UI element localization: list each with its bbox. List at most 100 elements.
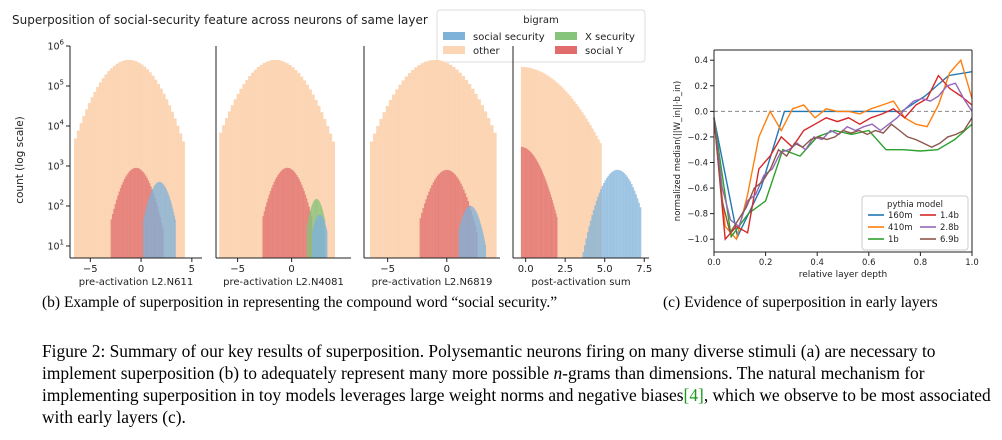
bar-other [222, 125, 226, 258]
series-line-6.9b [713, 117, 973, 235]
bar-social-security [313, 225, 315, 258]
bar-social-security [162, 183, 164, 258]
bar-social-security [597, 196, 599, 258]
bar-social-security [619, 170, 621, 258]
bar-other [320, 112, 324, 258]
bar-other [93, 91, 97, 258]
bar-social-security [165, 189, 167, 258]
bar-social-security [466, 208, 467, 258]
x-tick-label: −5 [230, 264, 245, 275]
bar-other [587, 121, 590, 258]
bar-social-security [319, 214, 321, 258]
bar-other [118, 62, 122, 258]
bar-X-security [311, 204, 313, 258]
y-tick-label: −0.2 [687, 133, 708, 143]
bar-social-security [316, 217, 318, 258]
bar-other [376, 126, 380, 258]
legend-label: 160m [888, 211, 913, 221]
bar-other [148, 72, 152, 258]
bar-social-security [320, 215, 322, 258]
bar-other [300, 76, 304, 258]
bar-social-security [598, 192, 601, 258]
y-tick-label: 0.4 [694, 56, 708, 66]
bar-other [430, 60, 434, 258]
bar-other [227, 111, 231, 258]
bar-social-security [463, 213, 465, 258]
bar-social-security [146, 205, 148, 258]
bar-other [461, 76, 466, 258]
bar-other [326, 126, 330, 258]
figure-caption: Figure 2: Summary of our key results of … [42, 340, 997, 428]
bar-other [559, 85, 562, 258]
bar-social-Y [549, 191, 551, 258]
bar-social-Y [524, 147, 526, 258]
bar-social-security [626, 176, 629, 258]
bar-social-security [470, 206, 472, 258]
bar-social-security [617, 169, 620, 258]
bar-social-security [591, 215, 594, 258]
x-tick-label: 0.4 [810, 258, 824, 268]
legend-title: pythia model [887, 200, 943, 210]
bar-social-Y [295, 174, 298, 258]
bar-other [233, 99, 237, 258]
caption-math-n: n [553, 363, 563, 383]
bar-social-Y [530, 152, 533, 258]
bar-social-security [326, 229, 328, 258]
bar-social-security [636, 198, 639, 258]
bar-social-Y [266, 202, 268, 258]
bar-social-security [464, 212, 465, 258]
bar-other [581, 112, 584, 258]
x-axis-label: relative layer depth [799, 270, 887, 280]
bar-social-Y [544, 178, 546, 258]
bar-other [151, 75, 155, 258]
bar-social-security [476, 212, 478, 258]
bar-social-Y [521, 146, 523, 258]
y-tick-label: 104 [47, 118, 64, 132]
x-tick-label: 5 [189, 264, 195, 275]
bar-other [483, 111, 488, 258]
bar-social-Y [531, 153, 533, 258]
bar-social-Y [282, 169, 284, 258]
bar-other [420, 63, 424, 258]
bar-other [259, 64, 263, 258]
bar-social-security [462, 215, 464, 258]
bar-social-security [479, 221, 481, 258]
y-tick-label: −0.8 [687, 210, 708, 220]
bar-social-Y [545, 180, 547, 258]
bar-other [181, 141, 185, 258]
bar-social-Y [129, 171, 131, 258]
bar-social-Y [553, 206, 555, 258]
bar-social-Y [543, 176, 545, 258]
bar-social-security [323, 218, 324, 258]
bar-social-Y [426, 195, 429, 258]
bar-social-security [166, 190, 168, 258]
bar-social-Y [551, 200, 553, 258]
bar-other [379, 118, 383, 258]
bar-social-Y [304, 194, 307, 258]
bar-social-security [623, 173, 626, 258]
bar-social-security [588, 226, 591, 258]
bar-social-security [163, 184, 165, 258]
bar-social-security [610, 172, 613, 258]
bar-social-Y [419, 218, 422, 258]
bar-social-security [143, 215, 145, 258]
bar-X-security [310, 209, 312, 258]
bar-social-security [625, 174, 627, 258]
x-axis-label: pre-activation L2.N611 [79, 277, 193, 288]
bar-other [225, 118, 229, 258]
bar-social-security [639, 207, 642, 258]
bar-social-Y [134, 167, 136, 258]
bar-social-Y [550, 194, 552, 258]
bar-other [541, 72, 544, 258]
bar-social-Y [421, 212, 423, 258]
x-tick-label: 0.0 [707, 258, 721, 268]
x-tick-label: 1.0 [965, 258, 979, 268]
bar-social-security [157, 182, 159, 258]
bar-social-security [150, 192, 152, 258]
bar-social-Y [293, 171, 295, 258]
bar-social-security [317, 216, 318, 258]
citation-link[interactable]: [4] [683, 385, 704, 405]
bar-social-Y [547, 185, 549, 258]
bar-social-security [608, 174, 611, 258]
bar-other [219, 132, 223, 258]
